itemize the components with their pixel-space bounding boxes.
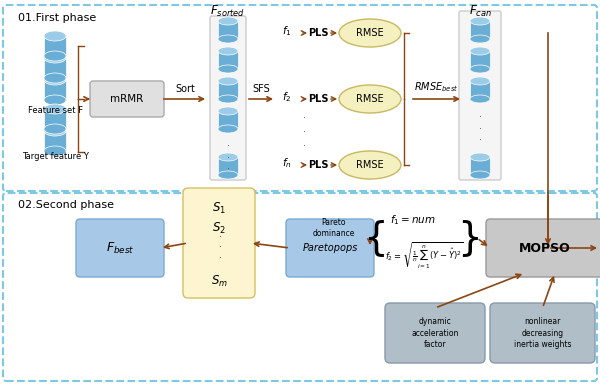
Ellipse shape xyxy=(339,151,401,179)
Text: Pareto
dominance: Pareto dominance xyxy=(313,218,355,238)
Ellipse shape xyxy=(44,124,66,134)
Bar xyxy=(218,81,238,99)
FancyBboxPatch shape xyxy=(459,11,501,180)
Text: Target feature Y: Target feature Y xyxy=(22,152,88,161)
Ellipse shape xyxy=(44,51,66,61)
Text: $S_2$: $S_2$ xyxy=(212,220,226,236)
Ellipse shape xyxy=(44,53,66,63)
Text: Sort: Sort xyxy=(176,84,196,94)
Text: $F_{best}$: $F_{best}$ xyxy=(106,241,134,256)
Ellipse shape xyxy=(44,95,66,105)
Text: ·
·
·: · · · xyxy=(479,112,482,145)
Text: ·
·
·: · · · xyxy=(304,113,307,151)
Bar xyxy=(470,81,490,99)
Bar xyxy=(470,157,490,175)
Ellipse shape xyxy=(470,17,490,25)
Bar xyxy=(44,36,66,56)
Bar xyxy=(470,21,490,39)
Text: RMSE: RMSE xyxy=(356,160,384,170)
FancyBboxPatch shape xyxy=(90,81,164,117)
Ellipse shape xyxy=(339,19,401,47)
Ellipse shape xyxy=(470,35,490,43)
Ellipse shape xyxy=(44,75,66,85)
Text: PLS: PLS xyxy=(308,94,328,104)
Ellipse shape xyxy=(44,31,66,41)
Text: RMSE: RMSE xyxy=(356,28,384,38)
Text: $f_1 = num$: $f_1 = num$ xyxy=(390,213,436,227)
Text: Paretopops: Paretopops xyxy=(302,243,358,253)
Ellipse shape xyxy=(218,95,238,103)
Ellipse shape xyxy=(218,17,238,25)
Bar xyxy=(44,131,66,151)
Ellipse shape xyxy=(339,85,401,113)
Text: $f_2$: $f_2$ xyxy=(282,90,292,104)
Bar xyxy=(44,80,66,100)
Ellipse shape xyxy=(218,125,238,133)
Text: $f_2 = \sqrt{\frac{1}{n}\sum_{i=1}^{n}(Y-\hat{Y})^2}$: $f_2 = \sqrt{\frac{1}{n}\sum_{i=1}^{n}(Y… xyxy=(385,240,464,270)
FancyBboxPatch shape xyxy=(210,16,246,180)
FancyBboxPatch shape xyxy=(76,219,164,277)
Ellipse shape xyxy=(44,146,66,156)
FancyBboxPatch shape xyxy=(385,303,485,363)
Text: dynamic
acceleration
factor: dynamic acceleration factor xyxy=(412,317,458,348)
Text: 02.Second phase: 02.Second phase xyxy=(18,200,114,210)
Ellipse shape xyxy=(470,171,490,179)
FancyBboxPatch shape xyxy=(183,188,255,298)
Text: }: } xyxy=(458,219,482,257)
Ellipse shape xyxy=(470,77,490,85)
Bar xyxy=(470,51,490,69)
Text: SFS: SFS xyxy=(252,84,270,94)
Ellipse shape xyxy=(470,47,490,55)
Text: $F_{sorted}$: $F_{sorted}$ xyxy=(211,4,245,19)
Text: 01.First phase: 01.First phase xyxy=(18,13,96,23)
Text: MOPSO: MOPSO xyxy=(519,241,571,255)
FancyBboxPatch shape xyxy=(490,303,595,363)
Text: nonlinear
decreasing
inertia weights: nonlinear decreasing inertia weights xyxy=(514,317,571,348)
Text: RMSE: RMSE xyxy=(356,94,384,104)
FancyBboxPatch shape xyxy=(486,219,600,277)
Bar xyxy=(218,51,238,69)
Text: $S_1$: $S_1$ xyxy=(212,201,226,216)
Ellipse shape xyxy=(218,171,238,179)
Ellipse shape xyxy=(44,104,66,114)
Bar xyxy=(218,111,238,129)
Text: $f_1$: $f_1$ xyxy=(282,24,292,38)
Ellipse shape xyxy=(218,153,238,161)
Bar xyxy=(44,58,66,78)
Text: $RMSE_{best}$: $RMSE_{best}$ xyxy=(414,80,459,94)
Text: {: { xyxy=(362,219,388,257)
Text: $F_{can}$: $F_{can}$ xyxy=(469,4,491,19)
Text: Feature set F: Feature set F xyxy=(28,106,83,115)
Ellipse shape xyxy=(470,95,490,103)
Text: ·
·
·: · · · xyxy=(218,233,220,263)
Ellipse shape xyxy=(218,77,238,85)
Bar xyxy=(218,157,238,175)
Text: ·
·
·: · · · xyxy=(227,141,229,174)
Text: PLS: PLS xyxy=(308,28,328,38)
Text: $S_m$: $S_m$ xyxy=(211,274,227,289)
Text: PLS: PLS xyxy=(308,160,328,170)
Ellipse shape xyxy=(470,153,490,161)
Ellipse shape xyxy=(44,73,66,83)
Ellipse shape xyxy=(470,65,490,73)
Bar xyxy=(44,109,66,129)
Ellipse shape xyxy=(218,35,238,43)
Text: $f_n$: $f_n$ xyxy=(282,156,292,170)
Bar xyxy=(218,21,238,39)
Text: mRMR: mRMR xyxy=(110,94,143,104)
Ellipse shape xyxy=(218,107,238,115)
Ellipse shape xyxy=(218,47,238,55)
FancyBboxPatch shape xyxy=(286,219,374,277)
Ellipse shape xyxy=(218,65,238,73)
Ellipse shape xyxy=(44,126,66,136)
